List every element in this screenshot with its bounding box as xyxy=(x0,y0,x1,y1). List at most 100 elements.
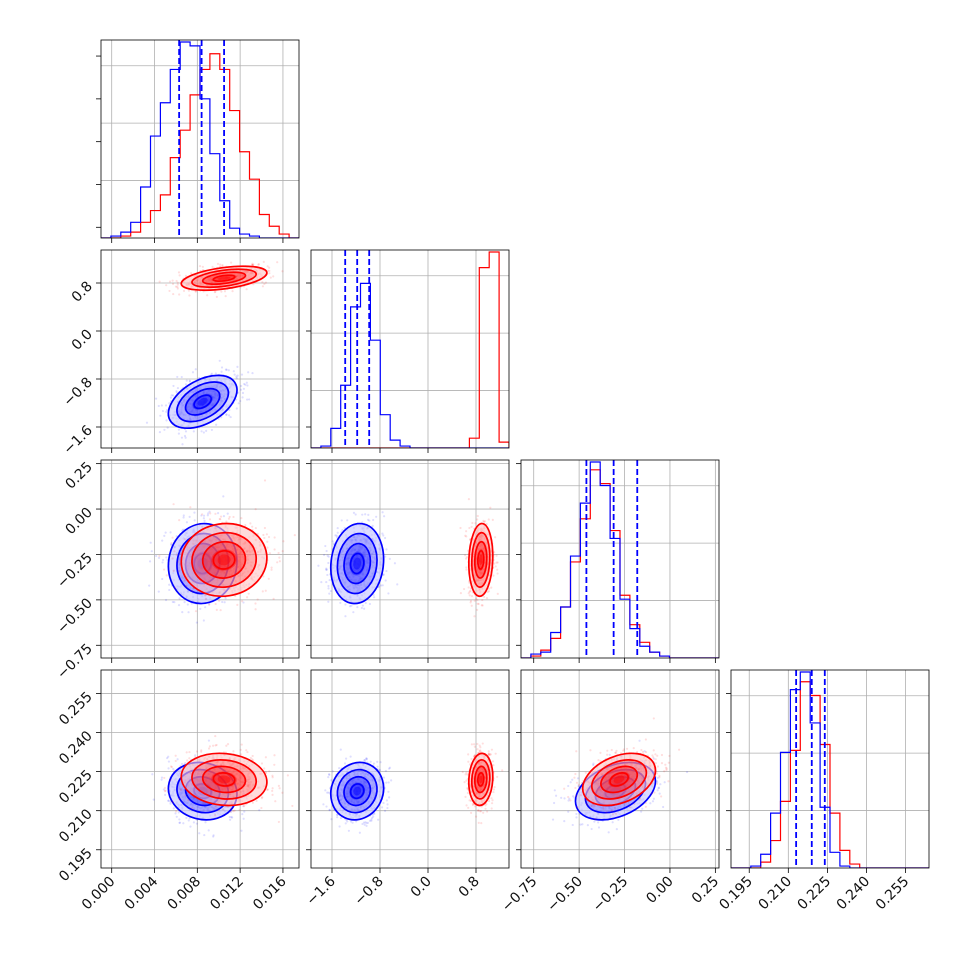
panel-1-0-frame xyxy=(100,249,300,449)
sample-point xyxy=(204,821,207,824)
sample-point xyxy=(464,534,467,537)
sample-point xyxy=(194,368,197,371)
sample-point xyxy=(214,372,217,375)
sample-point xyxy=(195,621,198,624)
sample-point xyxy=(382,573,385,577)
contour-line xyxy=(212,549,236,570)
sample-point xyxy=(375,515,378,518)
sample-point xyxy=(168,402,171,405)
sample-point xyxy=(237,402,240,405)
sample-point xyxy=(332,542,335,545)
sample-point xyxy=(214,744,217,747)
sample-point xyxy=(381,584,384,587)
sample-point xyxy=(158,280,161,283)
density-fill xyxy=(181,523,267,597)
contour-line xyxy=(201,540,247,579)
sample-point xyxy=(180,762,184,765)
hist-0-frame xyxy=(100,39,300,239)
sample-point xyxy=(326,554,329,557)
contour-line xyxy=(167,374,238,430)
sample-point xyxy=(218,599,221,602)
sample-point xyxy=(464,557,468,560)
sample-point xyxy=(236,365,239,368)
sample-point xyxy=(468,590,471,593)
sample-point xyxy=(225,413,228,416)
sample-point xyxy=(230,816,234,819)
density-fill xyxy=(217,276,231,281)
sample-point xyxy=(189,825,192,828)
sample-point xyxy=(371,524,374,527)
sample-point xyxy=(201,513,204,516)
contour-line xyxy=(473,540,488,579)
sample-point xyxy=(385,548,388,551)
sample-point xyxy=(270,568,273,571)
sample-point xyxy=(487,590,491,593)
contour-line xyxy=(193,394,213,410)
sample-point xyxy=(192,430,195,433)
sample-point xyxy=(249,522,252,525)
sample-point xyxy=(469,601,472,604)
sample-point xyxy=(272,597,275,600)
sample-point xyxy=(352,611,355,614)
sample-point xyxy=(263,282,266,286)
sample-point xyxy=(396,583,399,586)
density-fill xyxy=(202,541,246,579)
sample-point xyxy=(157,404,160,408)
sample-point xyxy=(183,601,186,604)
sample-point xyxy=(177,569,181,573)
sample-point xyxy=(155,554,158,558)
contour-line xyxy=(470,531,491,589)
sample-point xyxy=(393,562,397,565)
sample-point xyxy=(177,604,181,607)
sample-point xyxy=(175,815,178,818)
sample-point xyxy=(174,812,177,815)
sample-point xyxy=(210,372,214,375)
sample-point xyxy=(364,513,367,516)
hist-red-line xyxy=(311,251,509,448)
panel-2-1-frame xyxy=(310,459,510,659)
sample-point xyxy=(176,283,179,286)
sample-point xyxy=(239,384,243,388)
sample-point xyxy=(336,526,339,530)
sample-point xyxy=(251,372,254,375)
sample-point xyxy=(264,589,267,592)
density-fill xyxy=(353,557,362,570)
sample-point xyxy=(276,261,279,264)
contour-line xyxy=(191,268,258,289)
sample-point xyxy=(368,519,371,522)
sample-point xyxy=(176,281,179,284)
sample-point xyxy=(278,556,281,559)
sample-point xyxy=(464,554,467,557)
sample-point xyxy=(182,822,185,825)
sample-point xyxy=(491,518,494,522)
sample-point xyxy=(246,398,249,401)
sample-point xyxy=(202,514,206,517)
contour-line xyxy=(336,532,378,595)
sample-point xyxy=(165,284,168,287)
hist-3-frame xyxy=(730,669,930,869)
sample-point xyxy=(182,514,185,517)
sample-point xyxy=(212,835,215,838)
sample-point xyxy=(222,515,226,518)
sample-point xyxy=(162,788,165,791)
sample-point xyxy=(172,384,175,388)
density-fill xyxy=(197,397,208,406)
sample-point xyxy=(163,793,167,796)
sample-point xyxy=(473,599,476,602)
sample-point xyxy=(179,552,182,555)
sample-point xyxy=(239,388,243,391)
sample-point xyxy=(165,408,169,412)
sample-point xyxy=(178,274,181,277)
sample-point xyxy=(465,535,468,538)
sample-point xyxy=(261,285,265,288)
sample-point xyxy=(178,818,181,821)
sample-point xyxy=(178,597,181,600)
sample-point xyxy=(208,745,212,748)
density-mask xyxy=(168,375,237,429)
sample-point xyxy=(281,270,284,273)
sample-point xyxy=(278,560,281,563)
scatter-2-0 xyxy=(148,479,296,624)
sample-point xyxy=(222,495,225,498)
hist-red-line xyxy=(731,681,929,868)
hist-0-grid xyxy=(101,40,299,238)
